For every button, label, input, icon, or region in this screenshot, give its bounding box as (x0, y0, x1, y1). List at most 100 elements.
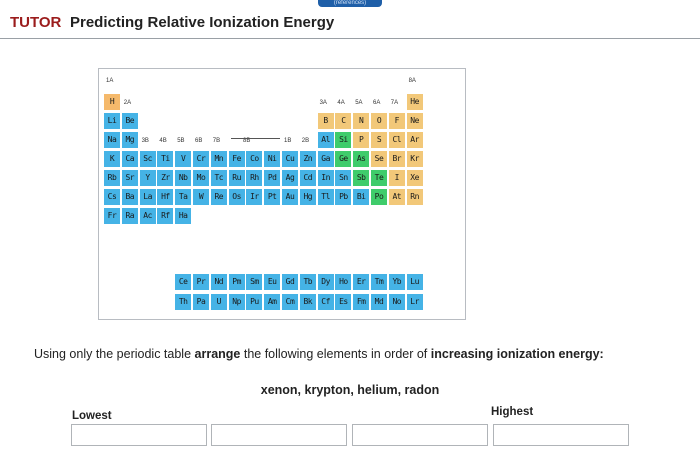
element-bk: Bk (299, 294, 316, 310)
element-mo: Mo (193, 170, 209, 186)
element-p: P (353, 132, 370, 148)
element-cm: Cm (282, 294, 298, 310)
element-mn: Mn (210, 151, 227, 167)
element-u: U (210, 294, 227, 310)
title-bar: TUTOR Predicting Relative Ionization Ene… (0, 8, 700, 39)
element-rb: Rb (104, 170, 120, 186)
element-kr: Kr (406, 151, 423, 167)
element-ac: Ac (139, 208, 156, 224)
element-al: Al (317, 132, 334, 148)
element-as: As (353, 151, 370, 167)
element-o: O (371, 113, 387, 129)
element-co: Co (246, 151, 263, 167)
element-rh: Rh (246, 170, 263, 186)
element-cr: Cr (193, 151, 209, 167)
element-br: Br (388, 151, 405, 167)
element-tb: Tb (299, 274, 316, 290)
question-part-1: Using only the periodic table (34, 347, 195, 361)
element-v: V (175, 151, 192, 167)
element-am: Am (264, 294, 281, 310)
group-label-g11: 1B (284, 138, 292, 144)
element-fr: Fr (104, 208, 120, 224)
element-w: W (193, 189, 209, 205)
element-y: Y (139, 170, 156, 186)
element-k: K (104, 151, 120, 167)
element-s: S (371, 132, 387, 148)
element-cf: Cf (317, 294, 334, 310)
element-dy: Dy (317, 274, 334, 290)
element-pb: Pb (335, 189, 352, 205)
element-h: H (104, 94, 120, 110)
element-te: Te (371, 170, 387, 186)
question-part-2: the following elements in order of (240, 347, 431, 361)
element-tc: Tc (210, 170, 227, 186)
group-label-g17: 7A (390, 100, 399, 106)
element-ca: Ca (121, 151, 138, 167)
group-label-g6: 6B (195, 138, 203, 144)
element-pr: Pr (193, 274, 209, 290)
group-label-g7: 7B (212, 138, 221, 144)
element-es: Es (335, 294, 352, 310)
element-ta: Ta (175, 189, 192, 205)
element-ba: Ba (121, 189, 138, 205)
element-ho: Ho (335, 274, 352, 290)
answer-slot-4[interactable] (493, 424, 629, 446)
element-lu: Lu (406, 274, 423, 290)
element-hg: Hg (299, 189, 316, 205)
element-zr: Zr (157, 170, 174, 186)
element-pu: Pu (246, 294, 263, 310)
element-zn: Zn (299, 151, 316, 167)
element-ir: Ir (246, 189, 263, 205)
element-re: Re (210, 189, 227, 205)
element-nb: Nb (175, 170, 192, 186)
element-er: Er (353, 274, 370, 290)
element-bi: Bi (353, 189, 370, 205)
references-tab[interactable]: (references) (318, 0, 382, 7)
question-arrange-word: arrange (194, 347, 241, 361)
element-ge: Ge (335, 151, 352, 167)
element-fe: Fe (228, 151, 245, 167)
element-ce: Ce (175, 274, 192, 290)
element-b: B (317, 113, 334, 129)
element-nd: Nd (210, 274, 227, 290)
element-sm: Sm (246, 274, 263, 290)
group-label-g8: 8B (243, 138, 251, 144)
element-ne: Ne (406, 113, 423, 129)
element-th: Th (175, 294, 192, 310)
element-md: Md (371, 294, 387, 310)
element-ru: Ru (228, 170, 245, 186)
group-label-g4: 4B (159, 138, 167, 144)
group-label-g12: 2B (301, 138, 310, 144)
group-label-g18: 8A (408, 78, 416, 84)
element-fm: Fm (353, 294, 370, 310)
element-ag: Ag (282, 170, 298, 186)
element-he: He (406, 94, 423, 110)
element-ni: Ni (264, 151, 281, 167)
answer-slot-3[interactable] (352, 424, 488, 446)
answer-slot-1[interactable] (71, 424, 207, 446)
question-text: Using only the periodic table arrange th… (34, 347, 604, 361)
element-sc: Sc (139, 151, 156, 167)
group-label-g3: 3B (141, 138, 149, 144)
element-se: Se (371, 151, 387, 167)
question-emphasis: increasing ionization energy: (430, 347, 604, 361)
lowest-label: Lowest (72, 410, 112, 422)
element-pt: Pt (264, 189, 281, 205)
element-lr: Lr (406, 294, 423, 310)
element-sn: Sn (335, 170, 352, 186)
element-pd: Pd (264, 170, 281, 186)
periodic-table: 1A 8A 2A 3A 4A 5A 6A 7A 3B 4B 5B 6B 7B 8B 1B 2B H He Li Be B… (98, 68, 466, 320)
group-label-g16: 6A (373, 100, 381, 106)
element-os: Os (228, 189, 245, 205)
element-tl: Tl (317, 189, 334, 205)
element-cd: Cd (299, 170, 316, 186)
elements-list: xenon, krypton, helium, radon (260, 383, 440, 397)
element-mg: Mg (121, 132, 138, 148)
answer-slot-2[interactable] (211, 424, 347, 446)
element-cl: Cl (388, 132, 405, 148)
element-cu: Cu (282, 151, 298, 167)
element-li: Li (104, 113, 120, 129)
page-title: Predicting Relative Ionization Energy (70, 14, 335, 31)
element-tm: Tm (371, 274, 387, 290)
group-label-g5: 5B (177, 138, 185, 144)
